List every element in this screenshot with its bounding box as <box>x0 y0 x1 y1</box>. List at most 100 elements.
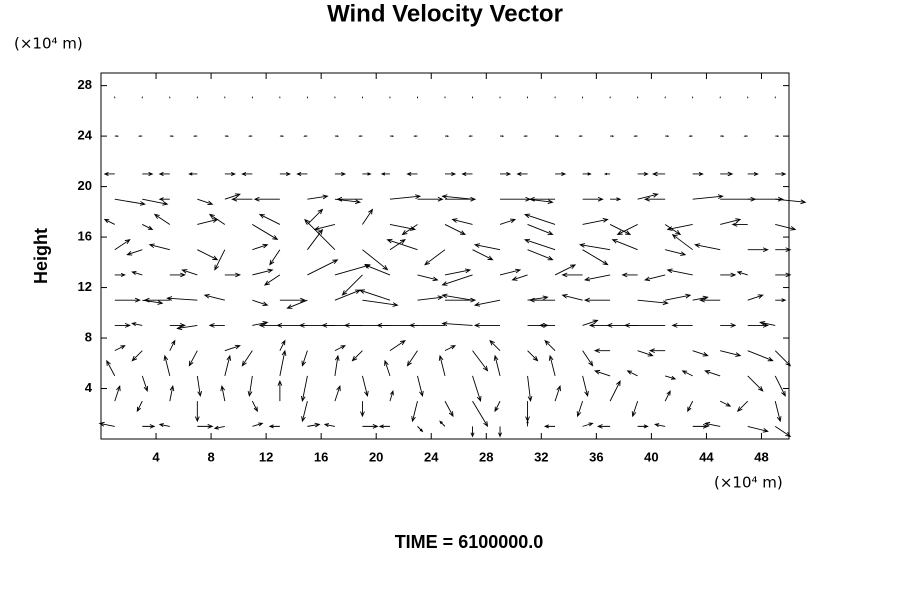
vector-arrow <box>141 375 149 392</box>
vector-arrow <box>582 319 599 326</box>
vector-arrow <box>441 293 473 301</box>
vector-arrow <box>169 135 174 137</box>
vector-arrow <box>665 249 687 256</box>
vector-arrow <box>413 135 418 137</box>
vector-arrow <box>666 224 693 231</box>
vector-arrow <box>451 218 473 225</box>
vector-arrow <box>208 323 225 328</box>
vector-arrow <box>197 424 214 429</box>
vector-arrow <box>411 401 418 423</box>
vector-arrow <box>213 425 225 430</box>
vector-arrow <box>441 194 473 200</box>
vector-arrow <box>578 135 583 137</box>
vector-arrow <box>692 295 709 301</box>
vector-arrow <box>611 239 638 251</box>
vector-arrow <box>472 350 489 372</box>
vector-arrow <box>334 345 346 352</box>
vector-arrow <box>252 224 279 241</box>
vector-arrow <box>743 135 748 137</box>
vector-arrow <box>208 213 226 225</box>
vector-arrow <box>143 297 170 303</box>
vector-arrow <box>441 274 473 286</box>
vector-arrow <box>131 322 143 327</box>
vector-arrow <box>652 171 666 177</box>
vector-arrow <box>582 196 604 202</box>
vector-arrow <box>720 272 737 278</box>
vector-arrow <box>417 375 424 398</box>
vector-arrow <box>548 354 556 377</box>
vector-arrow <box>197 218 219 225</box>
vector-arrow <box>252 243 269 251</box>
vector-arrow <box>498 426 503 438</box>
vector-arrow <box>582 350 594 367</box>
vector-arrow <box>609 224 632 235</box>
vector-arrow <box>304 218 336 251</box>
x-tick-label: 36 <box>589 449 603 464</box>
vector-arrow <box>500 171 512 176</box>
vector-arrow <box>444 224 467 235</box>
vector-arrow <box>417 426 424 433</box>
vector-arrow <box>247 375 253 398</box>
x-tick-label: 48 <box>754 449 768 464</box>
vector-arrow <box>444 400 454 418</box>
vector-arrow <box>251 400 258 413</box>
vector-arrow <box>224 344 241 352</box>
vector-arrow <box>389 194 422 200</box>
vector-arrow <box>665 293 692 301</box>
vector-arrow <box>279 171 292 176</box>
vector-arrow <box>445 171 457 176</box>
vector-arrow <box>528 196 556 202</box>
vector-arrow <box>106 359 116 377</box>
vector-arrow <box>774 401 782 423</box>
vector-arrow <box>114 345 126 352</box>
vector-arrow <box>362 375 369 398</box>
vector-arrow <box>445 135 450 137</box>
vector-arrow <box>224 171 236 176</box>
vector-arrow <box>224 354 232 377</box>
vector-arrow <box>516 171 528 176</box>
vector-arrow <box>378 424 390 429</box>
x-tick-label: 4 <box>152 449 160 464</box>
vector-arrow <box>747 171 759 176</box>
vector-arrow <box>528 297 556 303</box>
vector-arrow <box>472 400 489 428</box>
vector-arrow <box>523 238 556 251</box>
vector-arrow <box>694 243 721 251</box>
vector-arrow <box>252 320 269 326</box>
vector-arrow <box>644 196 666 202</box>
vector-arrow <box>363 264 391 276</box>
vector-arrow <box>389 135 395 137</box>
vector-arrow <box>279 349 287 376</box>
vector-arrow <box>499 268 522 276</box>
y-tick-label: 8 <box>85 329 92 344</box>
x-tick-label: 20 <box>369 449 383 464</box>
vector-arrow <box>582 249 609 266</box>
vector-arrow <box>279 135 285 137</box>
vector-arrow <box>774 350 792 367</box>
vector-arrow <box>775 272 792 278</box>
vector-arrow <box>631 400 639 418</box>
vector-arrow <box>561 272 583 278</box>
vector-arrow <box>301 350 308 367</box>
vector-arrow <box>358 135 363 137</box>
vector-arrow <box>444 268 472 276</box>
vector-arrow <box>555 171 567 176</box>
vector-arrow <box>103 171 115 176</box>
vector-arrow <box>194 401 200 423</box>
vector-arrow <box>493 354 501 377</box>
vector-arrow <box>334 263 372 276</box>
vector-arrow <box>241 171 253 176</box>
y-tick-label: 20 <box>78 178 92 193</box>
vector-arrow <box>720 135 725 137</box>
vector-arrow <box>444 345 457 352</box>
vector-arrow <box>114 239 131 251</box>
vector-arrow <box>473 299 501 307</box>
vector-arrow <box>336 196 363 202</box>
vector-arrow <box>719 400 732 407</box>
vector-arrow <box>163 354 171 377</box>
vector-arrow <box>268 424 280 429</box>
vector-arrow <box>334 354 340 376</box>
vector-arrow <box>775 224 797 231</box>
vector-arrow <box>176 324 198 331</box>
vector-arrow <box>203 293 225 301</box>
